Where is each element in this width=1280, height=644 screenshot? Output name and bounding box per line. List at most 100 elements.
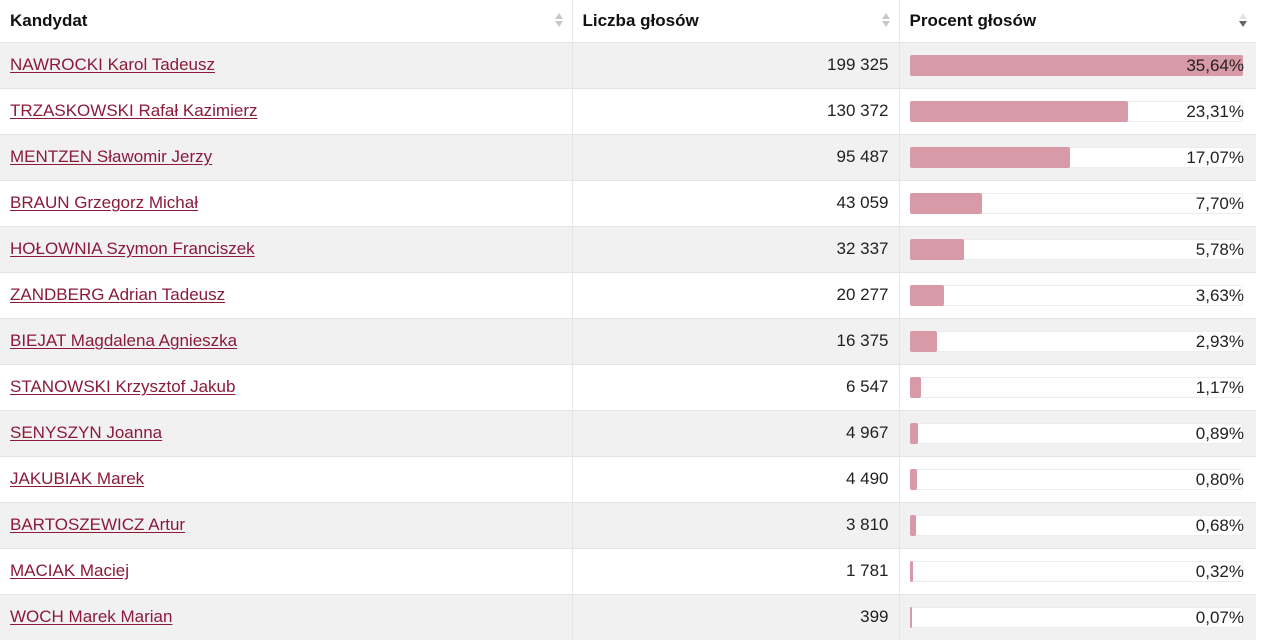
candidate-link[interactable]: BIEJAT Magdalena Agnieszka [10, 331, 238, 350]
percent-bar-track [909, 606, 1243, 628]
vote-count: 130 372 [827, 101, 889, 120]
percent-cell: 0,80% [899, 456, 1256, 502]
vote-count: 399 [860, 607, 889, 627]
table-row: TRZASKOWSKI Rafał Kazimierz 130 372 23,31% [0, 88, 1256, 134]
percent-value: 5,78% [1195, 239, 1244, 259]
votes-cell: 20 277 [572, 272, 900, 318]
candidate-cell: HOŁOWNIA Szymon Franciszek [0, 226, 573, 272]
vote-count: 1 781 [845, 561, 889, 580]
table-row: NAWROCKI Karol Tadeusz 199 325 35,64% [0, 42, 1256, 88]
percent-value: 17,07% [1186, 147, 1244, 167]
table-row: HOŁOWNIA Szymon Franciszek 32 337 5,78% [0, 226, 1256, 272]
vote-count: 95 487 [836, 147, 889, 166]
candidate-cell: MENTZEN Sławomir Jerzy [0, 134, 573, 180]
table-row: ZANDBERG Adrian Tadeusz 20 277 3,63% [0, 272, 1256, 318]
candidate-cell: NAWROCKI Karol Tadeusz [0, 42, 573, 88]
percent-value: 7,70% [1195, 193, 1244, 213]
percent-bar-fill [909, 100, 1128, 122]
vote-count: 20 277 [836, 285, 889, 304]
candidate-link[interactable]: SENYSZYN Joanna [10, 423, 163, 442]
percent-bar-container: 35,64% [909, 54, 1247, 76]
candidate-link[interactable]: MENTZEN Sławomir Jerzy [10, 147, 213, 166]
percent-bar-container: 0,89% [909, 422, 1247, 444]
percent-cell: 23,31% [899, 88, 1256, 134]
votes-cell: 1 781 [572, 548, 900, 594]
vote-count: 32 337 [836, 239, 889, 258]
column-header-label: Kandydat [10, 10, 88, 30]
table-row: BRAUN Grzegorz Michał 43 059 7,70% [0, 180, 1256, 226]
percent-value: 0,89% [1195, 423, 1244, 443]
percent-value: 0,07% [1195, 607, 1244, 627]
vote-count: 4 967 [845, 423, 889, 442]
votes-cell: 399 [572, 594, 900, 640]
percent-bar-track [909, 422, 1243, 444]
percent-bar-container: 17,07% [909, 146, 1247, 168]
vote-count: 6 547 [845, 377, 889, 396]
column-header-label: Liczba głosów [582, 10, 699, 30]
percent-bar-fill [909, 376, 921, 398]
percent-bar-track [909, 560, 1243, 582]
votes-cell: 16 375 [572, 318, 900, 364]
percent-bar-container: 0,32% [909, 560, 1247, 582]
percent-bar-container: 0,80% [909, 468, 1247, 490]
votes-cell: 3 810 [572, 502, 900, 548]
sort-icon[interactable] [554, 12, 563, 28]
percent-bar-track [909, 514, 1243, 536]
percent-bar-track [909, 468, 1243, 490]
candidate-link[interactable]: NAWROCKI Karol Tadeusz [10, 55, 216, 74]
table-row: STANOWSKI Krzysztof Jakub 6 547 1,17% [0, 364, 1256, 410]
percent-bar-container: 0,07% [909, 606, 1247, 628]
percent-bar-container: 5,78% [909, 238, 1247, 260]
percent-bar-fill [909, 560, 913, 582]
percent-bar-fill [909, 54, 1243, 76]
votes-cell: 4 967 [572, 410, 900, 456]
percent-value: 35,64% [1186, 55, 1244, 75]
vote-count: 3 810 [845, 515, 889, 534]
candidate-cell: BARTOSZEWICZ Artur [0, 502, 573, 548]
percent-bar-container: 1,17% [909, 376, 1247, 398]
percent-bar-fill [909, 192, 982, 214]
candidate-link[interactable]: BRAUN Grzegorz Michał [10, 193, 198, 212]
percent-bar-track [909, 376, 1243, 398]
percent-bar-fill [909, 468, 917, 490]
candidate-link[interactable]: HOŁOWNIA Szymon Franciszek [10, 239, 255, 258]
vote-count: 43 059 [836, 193, 889, 212]
candidate-link[interactable]: ZANDBERG Adrian Tadeusz [10, 285, 226, 304]
candidate-cell: TRZASKOWSKI Rafał Kazimierz [0, 88, 573, 134]
column-header-candidate[interactable]: Kandydat [0, 0, 573, 42]
percent-bar-fill [909, 606, 912, 628]
column-header-percent[interactable]: Procent głosów [899, 0, 1256, 42]
candidate-link[interactable]: JAKUBIAK Marek [10, 469, 145, 488]
candidate-link[interactable]: WOCH Marek Marian [10, 607, 173, 627]
votes-cell: 199 325 [572, 42, 900, 88]
column-header-label: Procent głosów [909, 10, 1037, 30]
sort-descending-icon[interactable] [1239, 12, 1247, 28]
percent-value: 23,31% [1186, 101, 1244, 121]
table-row: WOCH Marek Marian 399 0,07% [0, 594, 1256, 640]
candidate-cell: BRAUN Grzegorz Michał [0, 180, 573, 226]
table-row: MENTZEN Sławomir Jerzy 95 487 17,07% [0, 134, 1256, 180]
table-row: MACIAK Maciej 1 781 0,32% [0, 548, 1256, 594]
vote-count: 16 375 [836, 331, 889, 350]
percent-value: 0,68% [1195, 515, 1244, 535]
candidate-link[interactable]: MACIAK Maciej [10, 561, 130, 580]
table-row: BARTOSZEWICZ Artur 3 810 0,68% [0, 502, 1256, 548]
votes-cell: 95 487 [572, 134, 900, 180]
header-row: Kandydat Liczba głosów Procent głosów [0, 0, 1256, 42]
candidate-cell: SENYSZYN Joanna [0, 410, 573, 456]
percent-cell: 5,78% [899, 226, 1256, 272]
candidate-cell: JAKUBIAK Marek [0, 456, 573, 502]
sort-icon[interactable] [881, 12, 890, 28]
percent-value: 3,63% [1195, 285, 1244, 305]
candidate-link[interactable]: BARTOSZEWICZ Artur [10, 515, 186, 534]
percent-bar-fill [909, 146, 1070, 168]
votes-cell: 4 490 [572, 456, 900, 502]
percent-cell: 0,07% [899, 594, 1256, 640]
percent-value: 0,80% [1195, 469, 1244, 489]
percent-bar-track [909, 330, 1243, 352]
percent-bar-fill [909, 422, 918, 444]
candidate-link[interactable]: TRZASKOWSKI Rafał Kazimierz [10, 101, 258, 120]
percent-cell: 0,32% [899, 548, 1256, 594]
column-header-votes[interactable]: Liczba głosów [572, 0, 900, 42]
candidate-link[interactable]: STANOWSKI Krzysztof Jakub [10, 377, 236, 396]
